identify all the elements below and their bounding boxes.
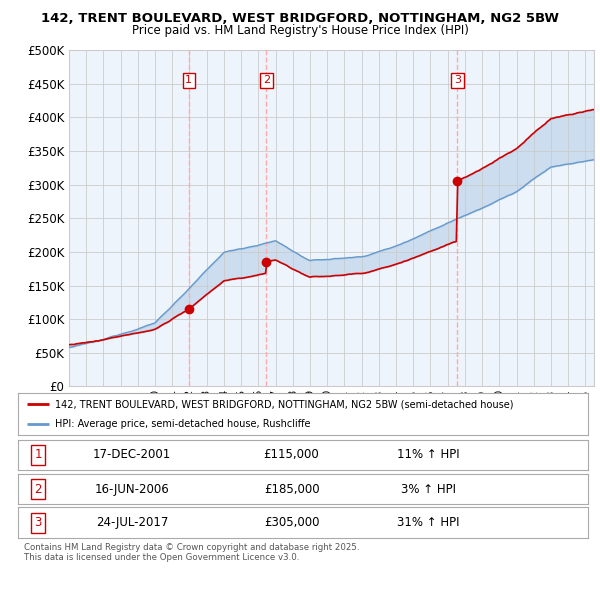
Text: 142, TRENT BOULEVARD, WEST BRIDGFORD, NOTTINGHAM, NG2 5BW (semi-detached house): 142, TRENT BOULEVARD, WEST BRIDGFORD, NO…	[55, 399, 514, 409]
Text: HPI: Average price, semi-detached house, Rushcliffe: HPI: Average price, semi-detached house,…	[55, 419, 311, 429]
Text: £305,000: £305,000	[264, 516, 319, 529]
Text: 16-JUN-2006: 16-JUN-2006	[95, 483, 169, 496]
Text: 17-DEC-2001: 17-DEC-2001	[93, 448, 171, 461]
Text: 142, TRENT BOULEVARD, WEST BRIDGFORD, NOTTINGHAM, NG2 5BW: 142, TRENT BOULEVARD, WEST BRIDGFORD, NO…	[41, 12, 559, 25]
Text: 1: 1	[185, 76, 193, 86]
Text: 3% ↑ HPI: 3% ↑ HPI	[401, 483, 456, 496]
Text: 31% ↑ HPI: 31% ↑ HPI	[397, 516, 460, 529]
Text: 2: 2	[34, 483, 42, 496]
Text: Contains HM Land Registry data © Crown copyright and database right 2025.
This d: Contains HM Land Registry data © Crown c…	[24, 543, 359, 562]
Text: Price paid vs. HM Land Registry's House Price Index (HPI): Price paid vs. HM Land Registry's House …	[131, 24, 469, 37]
Text: £185,000: £185,000	[264, 483, 319, 496]
Text: 1: 1	[34, 448, 42, 461]
Text: 11% ↑ HPI: 11% ↑ HPI	[397, 448, 460, 461]
Text: 3: 3	[454, 76, 461, 86]
Text: 2: 2	[263, 76, 270, 86]
Text: 24-JUL-2017: 24-JUL-2017	[96, 516, 168, 529]
Text: 3: 3	[34, 516, 41, 529]
Text: £115,000: £115,000	[264, 448, 319, 461]
